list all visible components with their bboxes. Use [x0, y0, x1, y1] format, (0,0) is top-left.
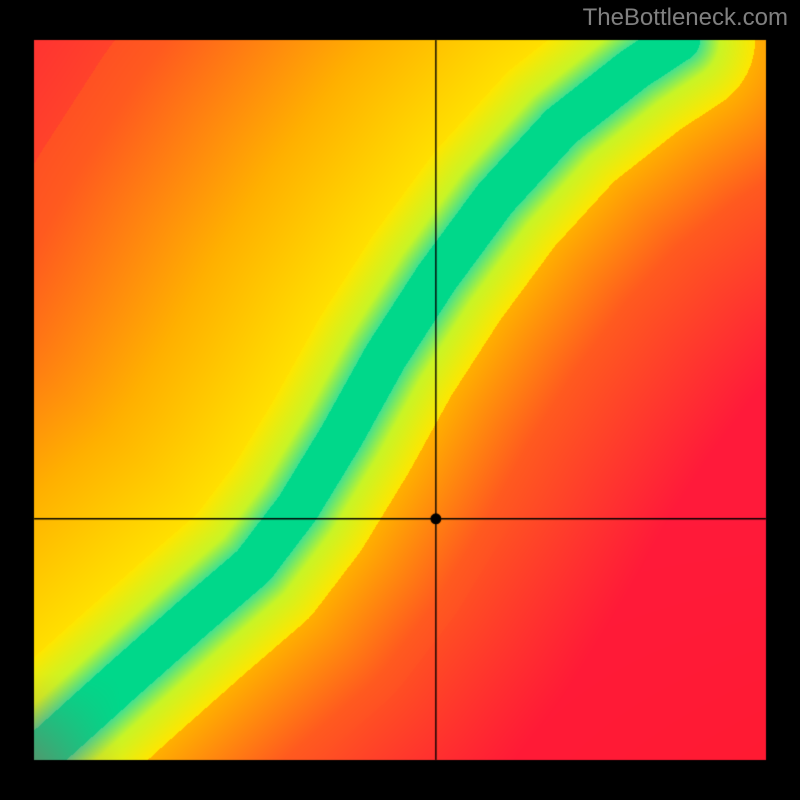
watermark-label: TheBottleneck.com — [583, 4, 788, 32]
crosshair-overlay — [0, 0, 800, 800]
chart-frame: TheBottleneck.com — [0, 0, 800, 800]
